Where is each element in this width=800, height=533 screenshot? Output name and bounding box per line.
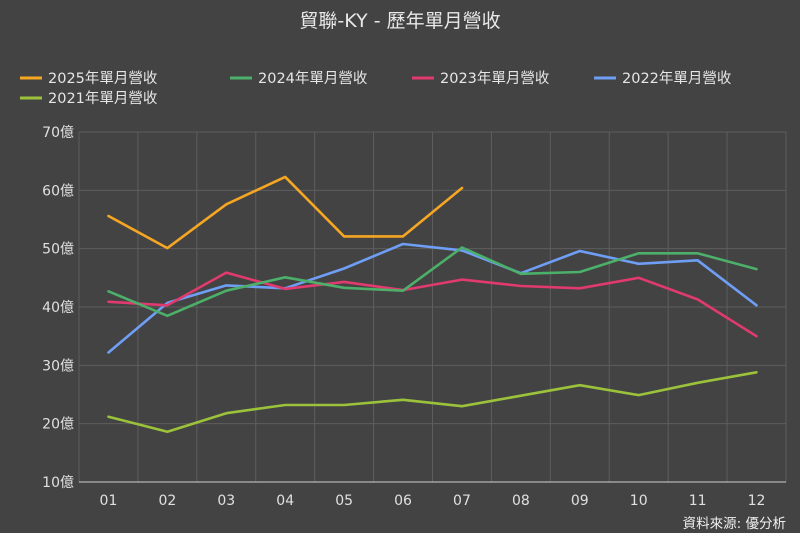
y-tick-label: 50億 bbox=[42, 242, 74, 258]
y-axis: 10億 20億 30億 40億 50億 60億 70億 bbox=[42, 125, 74, 491]
x-tick-label: 02 bbox=[158, 493, 176, 509]
x-tick-label: 11 bbox=[689, 493, 707, 509]
x-tick-label: 12 bbox=[748, 493, 766, 509]
x-tick-label: 04 bbox=[276, 493, 294, 509]
y-tick-label: 10億 bbox=[42, 475, 74, 491]
chart-title: 貿聯-KY - 歷年單月營收 bbox=[299, 10, 500, 32]
x-tick-label: 05 bbox=[335, 493, 353, 509]
legend-label: 2024年單月營收 bbox=[258, 70, 367, 87]
legend-item: 2025年單月營收 bbox=[20, 70, 157, 87]
series-line bbox=[107, 242, 758, 354]
series-line bbox=[107, 271, 758, 338]
series-line bbox=[107, 246, 758, 318]
y-tick-label: 60億 bbox=[42, 183, 74, 199]
x-axis: 01 02 03 04 05 06 07 08 09 10 11 12 bbox=[79, 481, 786, 509]
x-tick-label: 07 bbox=[453, 493, 471, 509]
x-tick-label: 09 bbox=[571, 493, 589, 509]
x-tick-label: 10 bbox=[630, 493, 648, 509]
series-lines bbox=[107, 175, 758, 434]
y-tick-label: 30億 bbox=[42, 358, 74, 374]
legend-label: 2021年單月營收 bbox=[48, 90, 157, 107]
legend-label: 2023年單月營收 bbox=[440, 70, 549, 87]
series-line bbox=[107, 370, 758, 434]
legend-item: 2024年單月營收 bbox=[230, 70, 367, 87]
legend-item: 2022年單月營收 bbox=[594, 70, 731, 87]
y-tick-label: 40億 bbox=[42, 300, 74, 316]
legend-label: 2025年單月營收 bbox=[48, 70, 157, 87]
x-tick-label: 08 bbox=[512, 493, 530, 509]
y-tick-label: 20億 bbox=[42, 417, 74, 433]
y-tick-label: 70億 bbox=[42, 125, 74, 141]
series-line bbox=[107, 175, 464, 250]
source-note: 資料來源: 優分析 bbox=[683, 516, 786, 532]
legend: 2025年單月營收 2024年單月營收 2023年單月營收 2022年單月營收 2021… bbox=[20, 70, 731, 107]
x-tick-label: 01 bbox=[100, 493, 118, 509]
x-tick-label: 03 bbox=[217, 493, 235, 509]
legend-item: 2021年單月營收 bbox=[20, 90, 157, 107]
x-tick-label: 06 bbox=[394, 493, 412, 509]
legend-item: 2023年單月營收 bbox=[412, 70, 549, 87]
legend-label: 2022年單月營收 bbox=[622, 70, 731, 87]
